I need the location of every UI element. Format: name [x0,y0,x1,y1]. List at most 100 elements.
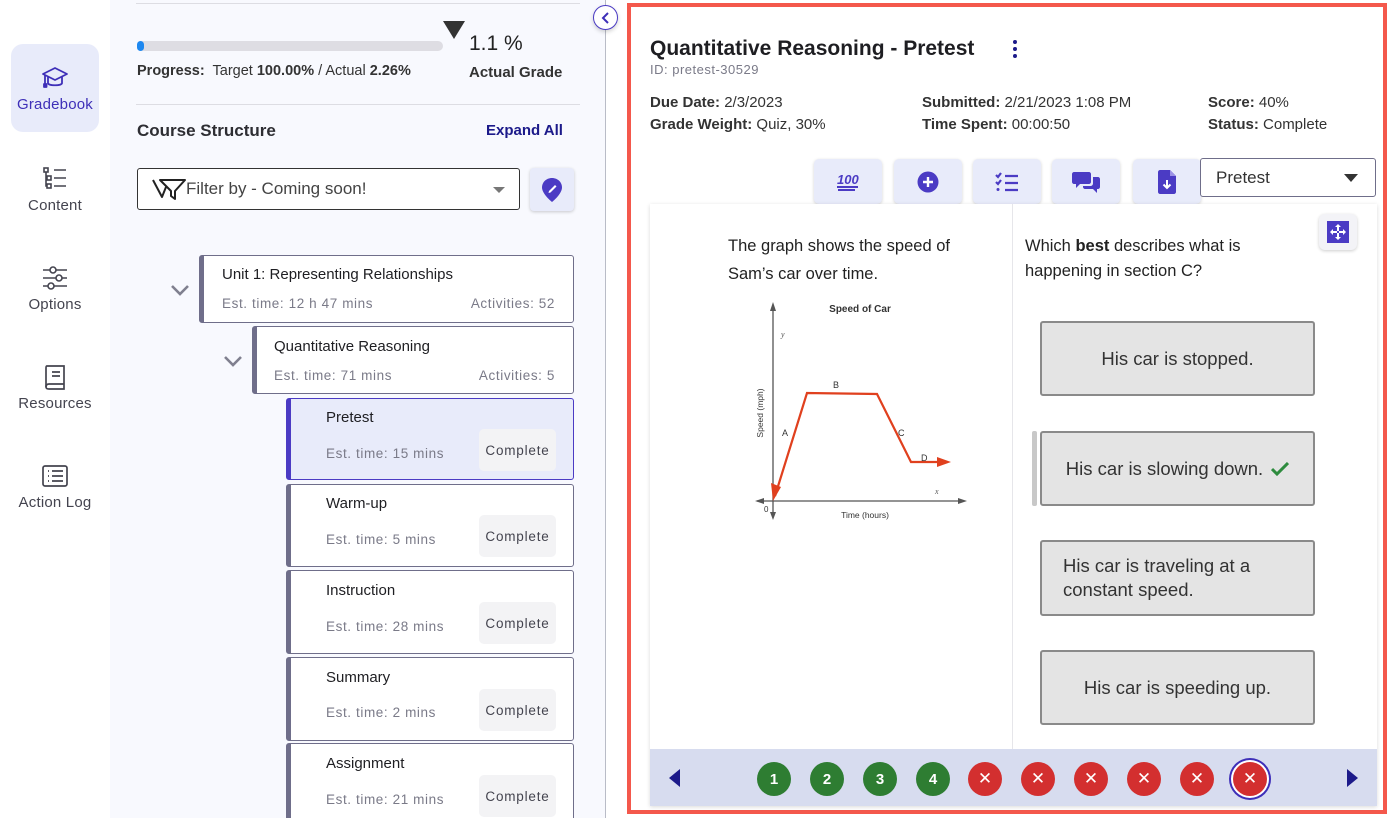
target-prefix: Target [212,63,253,79]
answer-choice-selected[interactable]: His car is slowing down. [1040,431,1315,506]
time-spent: Time Spent: 00:00:50 [922,116,1070,133]
question-dot[interactable]: 4 [916,762,950,796]
due-date: Due Date: 2/3/2023 [650,94,783,111]
nav-item-label: Options [28,295,82,313]
question-dot-current[interactable]: ✕ [1233,762,1267,796]
activity-node-summary[interactable]: Summary Est. time: 2 mins Complete [286,657,574,741]
panel-divider[interactable] [605,0,606,818]
unit-activities: Activities: 52 [470,296,555,311]
graduation-cap-icon [42,66,68,88]
lesson-est-time: Est. time: 71 mins [274,368,393,383]
question-dot[interactable]: 1 [757,762,791,796]
actual-grade-value: 1.1 % [469,32,523,55]
chevron-down-icon[interactable] [169,283,191,297]
download-button[interactable] [1133,159,1201,204]
chevron-down-icon[interactable] [222,354,244,368]
nav-item-gradebook[interactable]: Gradebook [11,44,99,132]
status-badge: Complete [479,775,556,817]
submitted-value: 2/21/2023 1:08 PM [1004,94,1132,111]
add-button[interactable] [894,159,962,204]
grade-weight: Grade Weight: Quiz, 30% [650,116,826,133]
selected-indicator [1032,431,1037,506]
question-dot[interactable]: 3 [863,762,897,796]
book-icon [45,364,65,390]
progress-summary: Progress: Target 100.00% / Actual 2.26% [137,63,411,79]
question-dot[interactable]: ✕ [968,762,1002,796]
question-dot[interactable]: 2 [810,762,844,796]
progress-fill [137,41,144,51]
lesson-activities: Activities: 5 [478,368,555,383]
sliders-icon [43,265,67,290]
next-question-icon[interactable] [1347,769,1358,787]
nav-item-label: Content [28,196,82,214]
nav-item-content[interactable]: Content [11,145,99,233]
checkmark-icon [1271,461,1290,476]
answer-text: His car is traveling at a constant speed… [1063,555,1251,600]
activity-est-time: Est. time: 2 mins [326,705,436,720]
x-axis-letter: x [934,487,939,496]
target-marker-icon [443,21,465,39]
file-download-icon [1158,169,1176,194]
activity-node-instruction[interactable]: Instruction Est. time: 28 mins Complete [286,570,574,654]
due-date-value: 2/3/2023 [724,94,783,111]
expand-all-link[interactable]: Expand All [486,122,563,139]
speed-graph: Speed of Car y x 0 Time (hours) Speed (m… [755,302,967,520]
nav-item-options[interactable]: Options [11,244,99,332]
question-dot[interactable]: ✕ [1127,762,1161,796]
question-viewer: The graph shows the speed of Sam’s car o… [650,204,1377,806]
more-options-icon[interactable] [1010,40,1020,62]
chevron-down-icon [493,187,505,193]
activity-title: Instruction [326,582,396,599]
tree-list-icon [43,166,66,189]
question-stimulus: The graph shows the speed of Sam’s car o… [728,237,950,283]
unit-title: Unit 1: Representing Relationships [222,266,453,283]
comments-button[interactable] [1052,159,1120,204]
checklist-icon [995,171,1018,191]
question-dot[interactable]: ✕ [1180,762,1214,796]
activity-est-time: Est. time: 15 mins [326,446,445,461]
version-select[interactable]: Pretest [1200,158,1376,197]
question-dot[interactable]: ✕ [1021,762,1055,796]
answer-choice[interactable]: His car is stopped. [1040,321,1315,396]
score-100-icon: 100 [837,172,859,191]
submitted: Submitted: 2/21/2023 1:08 PM [922,94,1131,111]
filter-dropdown[interactable]: Filter by - Coming soon! [137,168,520,210]
status-badge: Complete [479,602,556,644]
lesson-node[interactable]: Quantitative Reasoning Est. time: 71 min… [252,326,574,394]
answer-choice[interactable]: His car is speeding up. [1040,650,1315,725]
collapse-panel-button[interactable] [593,5,618,30]
chevron-down-icon [1344,174,1358,182]
score: Score: 40% [1208,94,1289,111]
activity-detail: Quantitative Reasoning - Pretest ID: pre… [627,3,1387,814]
question-dot[interactable]: ✕ [1074,762,1108,796]
answer-choice[interactable]: His car is traveling at a constant speed… [1040,540,1315,616]
nav-item-action-log[interactable]: Action Log [11,442,99,530]
nav-item-resources[interactable]: Resources [11,343,99,431]
checklist-button[interactable] [973,159,1041,204]
divider [136,104,580,105]
status-value: Complete [1263,116,1328,133]
unit-node[interactable]: Unit 1: Representing Relationships Est. … [199,255,574,323]
svg-text:100: 100 [837,172,859,187]
activity-node-warm-up[interactable]: Warm-up Est. time: 5 mins Complete [286,484,574,567]
status-label: Status: [1208,116,1259,133]
previous-question-icon[interactable] [669,769,680,787]
score-button[interactable]: 100 [814,159,882,204]
activity-node-assignment[interactable]: Assignment Est. time: 21 mins Complete [286,743,574,818]
time-spent-label: Time Spent: [922,116,1008,133]
segment-label: A [782,428,788,438]
map-pin-edit-icon [542,177,562,202]
score-value: 40% [1258,94,1289,111]
fullscreen-button[interactable] [1319,214,1357,250]
add-circle-icon [917,171,939,192]
y-axis-label: Speed (mph) [755,388,765,437]
actual-prefix: Actual [325,63,366,79]
prompt-text: Which [1025,237,1076,255]
page-title: Quantitative Reasoning - Pretest [650,37,975,60]
activity-id: ID: pretest-30529 [650,62,759,77]
activity-node-pretest[interactable]: Pretest Est. time: 15 mins Complete [286,398,574,480]
divider [136,3,580,4]
locate-pin-button[interactable] [530,168,574,211]
segment-label: C [898,428,905,438]
status-badge: Complete [479,515,556,557]
